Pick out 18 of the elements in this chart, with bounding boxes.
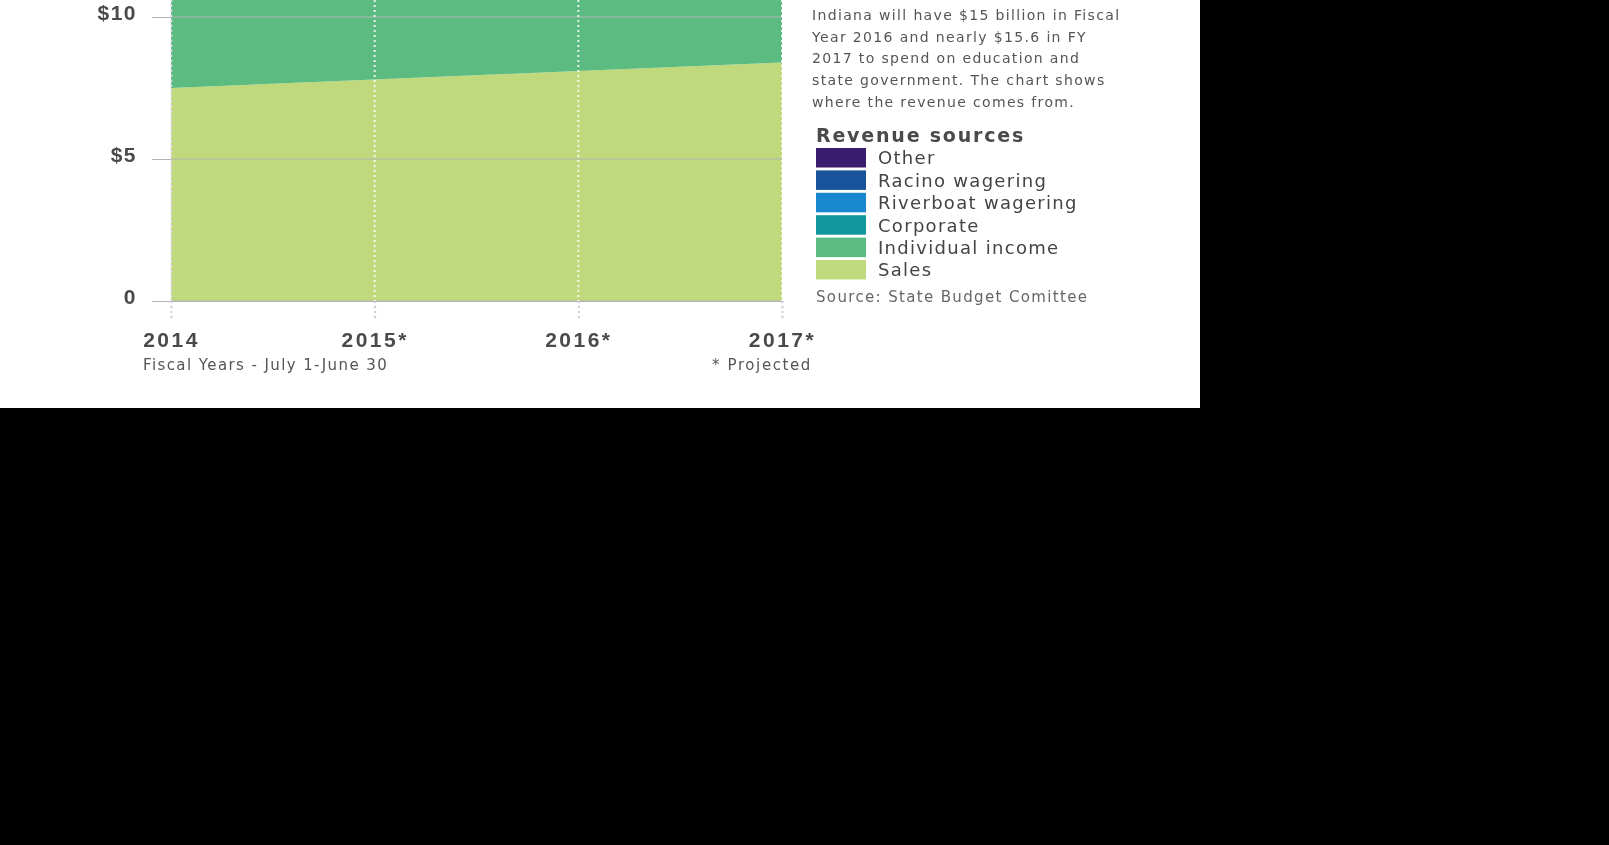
x-tick-label: 2014 [143, 327, 200, 351]
x-tick-label: 2015* [341, 327, 409, 351]
text: * Projected [712, 356, 812, 374]
legend-label: Other [878, 147, 936, 169]
legend-label: Corporate [878, 214, 980, 236]
y-tick-label: $10 [97, 1, 137, 25]
legend-label: Racino wagering [878, 169, 1048, 191]
y-tick-label: 0 [123, 285, 137, 309]
text: Indiana will have $15 billion in Fiscal Year 2016 and nearly $15.6 in FY 2017 to spend on education and state government. The chart shows where the revenue comes from. [811, 7, 1121, 110]
y-tick-label: $5 [110, 143, 137, 167]
x-axis-title: Fiscal Years - July 1-June 30 [143, 356, 389, 374]
legend-label: Riverboat wagering [878, 192, 1078, 214]
legend-title: Revenue sources [816, 123, 1026, 146]
x-tick-label: 2017* [748, 327, 817, 351]
legend-label: Sales [878, 259, 933, 281]
legend-label: Individual income [878, 236, 1060, 258]
x-tick-label: 2016* [545, 327, 613, 351]
source-note: Source: State Budget Comittee [816, 288, 1089, 307]
